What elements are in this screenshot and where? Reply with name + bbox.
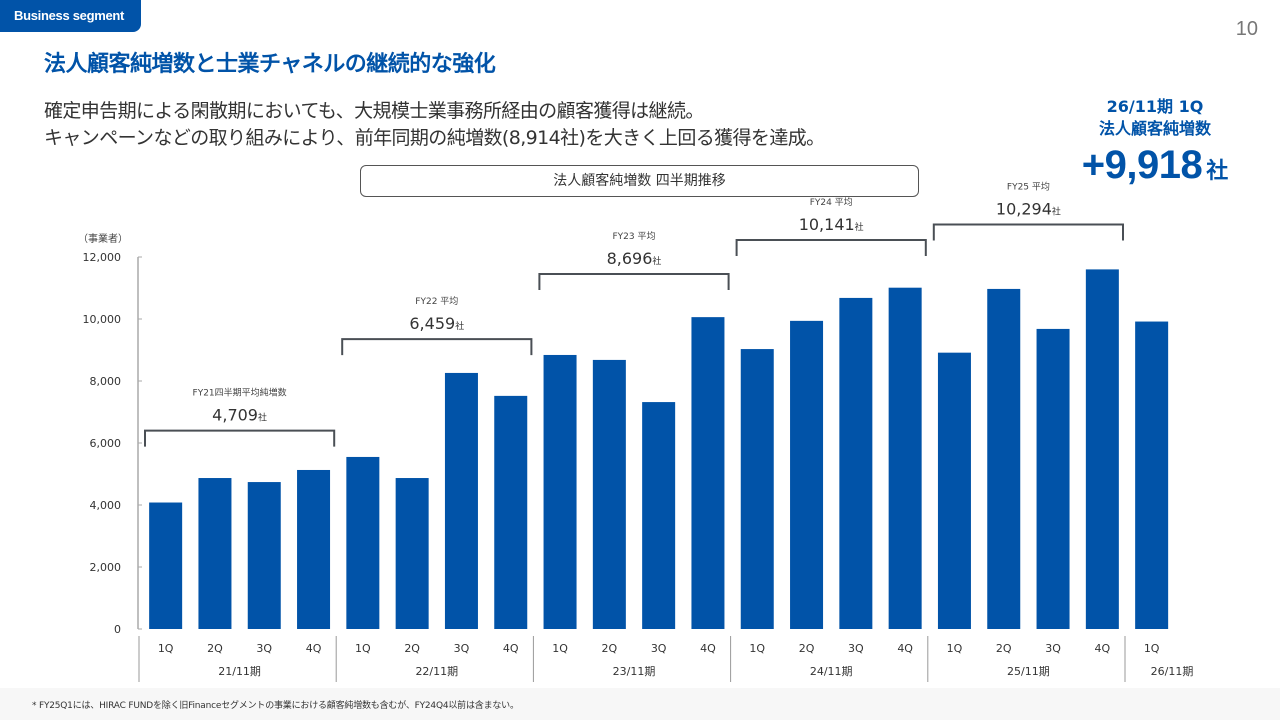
average-unit: 社 [455,320,464,332]
bar [1036,328,1070,629]
average-bracket [932,223,1124,241]
kpi-callout: 26/11期 1Q 法人顧客純増数 +9,918 社 [1060,96,1250,190]
x-quarter-label: 3Q [256,642,272,655]
bar [740,349,774,629]
x-group-label: 24/11期 [810,665,853,678]
kpi-value-row: +9,918 社 [1060,140,1250,190]
x-quarter-label: 1Q [1144,642,1160,655]
bar [987,288,1021,629]
average-unit: 社 [258,412,267,424]
lead-text: 確定申告期による閑散期においても、大規模士業事務所経由の顧客獲得は継続。 キャン… [44,98,825,152]
average-bracket [144,429,336,447]
x-quarter-label: 2Q [799,642,815,655]
x-quarter-label: 4Q [306,642,322,655]
bar [149,502,183,629]
average-caption: FY25 平均 [1007,180,1050,192]
x-quarter-label: 1Q [158,642,174,655]
x-group-label: 23/11期 [613,665,656,678]
segment-tag: Business segment [0,0,141,32]
bar [691,317,725,629]
average-bracket [735,238,927,256]
average-number: 6,459 [409,314,455,333]
x-quarter-label: 3Q [454,642,470,655]
x-quarter-label: 2Q [602,642,618,655]
x-quarter-label: 4Q [503,642,519,655]
page-number: 10 [1235,18,1258,40]
x-quarter-label: 2Q [996,642,1012,655]
bar [1085,269,1119,629]
bar [494,395,528,629]
y-tick-label: 4,000 [90,499,122,512]
x-group-label: 26/11期 [1151,665,1194,678]
average-caption: FY23 平均 [613,230,656,242]
x-quarter-label: 4Q [700,642,716,655]
average-bracket [341,338,533,356]
average-value: 10,141社 [799,215,864,234]
average-number: 10,294 [996,199,1052,218]
x-quarter-label: 1Q [947,642,963,655]
kpi-label: 法人顧客純増数 [1098,119,1211,138]
average-caption: FY21四半期平均純増数 [193,387,287,399]
x-quarter-label: 1Q [749,642,765,655]
x-quarter-label: 2Q [404,642,420,655]
x-quarter-label: 3Q [848,642,864,655]
y-tick-label: 10,000 [83,313,122,326]
x-group-label: 21/11期 [218,665,261,678]
x-group-label: 25/11期 [1007,665,1050,678]
average-unit: 社 [855,221,864,233]
footnote: * FY25Q1には、HIRAC FUNDを除く旧Financeセグメントの事業… [32,701,519,711]
average-value: 8,696社 [607,249,662,268]
average-number: 10,141 [799,215,855,234]
average-bracket [538,273,730,291]
bar [642,402,676,629]
bar [888,287,922,629]
bar [444,372,478,629]
bar [395,478,429,629]
average-unit: 社 [652,255,661,267]
bar [198,478,232,629]
kpi-unit: 社 [1206,159,1229,184]
bar [937,352,971,629]
kpi-value: +9,918 [1081,143,1203,187]
x-quarter-label: 4Q [897,642,913,655]
bar [592,359,626,629]
page-title: 法人顧客純増数と士業チャネルの継続的な強化 [44,52,496,77]
y-tick-label: 12,000 [83,251,122,264]
average-caption: FY22 平均 [415,295,458,307]
lead-line-1: 確定申告期による閑散期においても、大規模士業事務所経由の顧客獲得は継続。 [44,100,704,122]
bar [1135,321,1169,629]
bar [346,456,380,629]
kpi-period: 26/11期 1Q [1106,97,1204,116]
x-quarter-label: 4Q [1095,642,1111,655]
bar [247,482,281,629]
y-tick-label: 8,000 [90,375,122,388]
average-value: 10,294社 [996,199,1061,218]
lead-line-2: キャンペーンなどの取り組みにより、前年同期の純増数(8,914社)を大きく上回る… [44,127,825,149]
bar [543,354,577,629]
x-quarter-label: 1Q [552,642,568,655]
average-unit: 社 [1052,205,1061,217]
y-axis-unit-label: （事業者） [78,232,128,245]
bar [839,297,873,629]
x-quarter-label: 3Q [1045,642,1061,655]
bar [297,469,331,629]
y-tick-label: 6,000 [90,437,122,450]
y-tick-label: 2,000 [90,561,122,574]
x-group-label: 22/11期 [415,665,458,678]
average-value: 6,459社 [409,314,464,333]
x-quarter-label: 3Q [651,642,667,655]
average-caption: FY24 平均 [810,196,853,208]
average-number: 8,696 [607,249,653,268]
x-quarter-label: 1Q [355,642,371,655]
average-number: 4,709 [212,406,258,425]
bar [790,320,824,629]
footer-band [0,688,1280,720]
y-tick-label: 0 [114,623,121,636]
chart-title: 法人顧客純増数 四半期推移 [360,165,919,197]
x-quarter-label: 2Q [207,642,223,655]
average-value: 4,709社 [212,406,267,425]
